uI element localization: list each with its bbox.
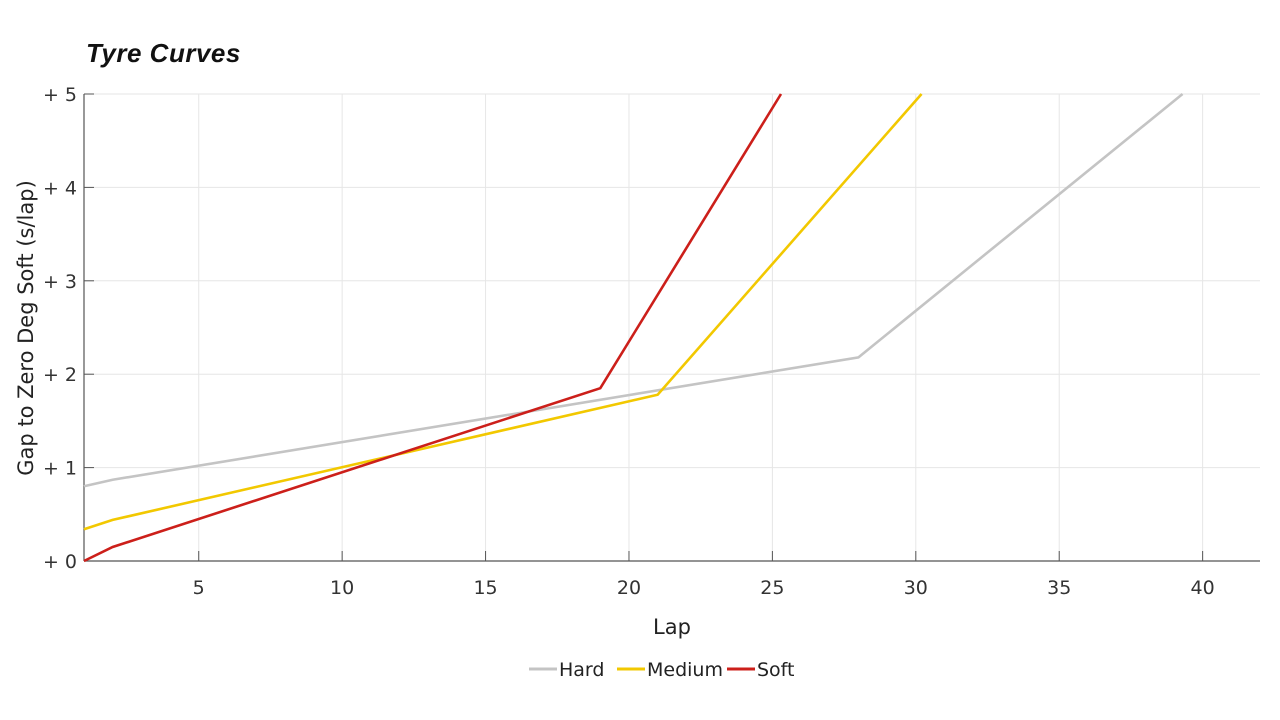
x-tick-label: 5 [193, 577, 205, 599]
y-tick-label: + 1 [43, 458, 77, 480]
series-line-soft [83, 93, 783, 563]
legend-label-soft: Soft [757, 659, 795, 681]
y-axis-label: Gap to Zero Deg Soft (s/lap) [14, 180, 38, 476]
x-tick-label: 40 [1191, 577, 1215, 599]
y-tick-label: + 3 [43, 271, 77, 293]
series-lines [83, 92, 1184, 563]
axes [83, 93, 1260, 562]
y-tick-label: + 4 [43, 177, 77, 199]
legend-label-medium: Medium [647, 659, 723, 681]
legend-label-hard: Hard [559, 659, 604, 681]
y-tick-label: + 0 [43, 551, 77, 573]
y-tick-label: + 2 [43, 364, 77, 386]
series-line-hard [83, 92, 1184, 488]
x-tick-label: 30 [904, 577, 928, 599]
x-tick-label: 25 [760, 577, 784, 599]
tick-labels: 5 10 15 20 25 30 35 40 + 0 + 1 + 2 + 3 + 4 + 5 [43, 84, 1215, 599]
grid [84, 93, 1260, 562]
chart-title: Tyre Curves [86, 38, 241, 68]
y-tick-label: + 5 [43, 84, 77, 106]
legend: Hard Medium Soft [529, 659, 795, 681]
x-axis-label: Lap [653, 615, 691, 639]
x-tick-label: 15 [473, 577, 497, 599]
x-tick-label: 10 [330, 577, 354, 599]
x-tick-label: 20 [617, 577, 641, 599]
x-tick-label: 35 [1047, 577, 1071, 599]
